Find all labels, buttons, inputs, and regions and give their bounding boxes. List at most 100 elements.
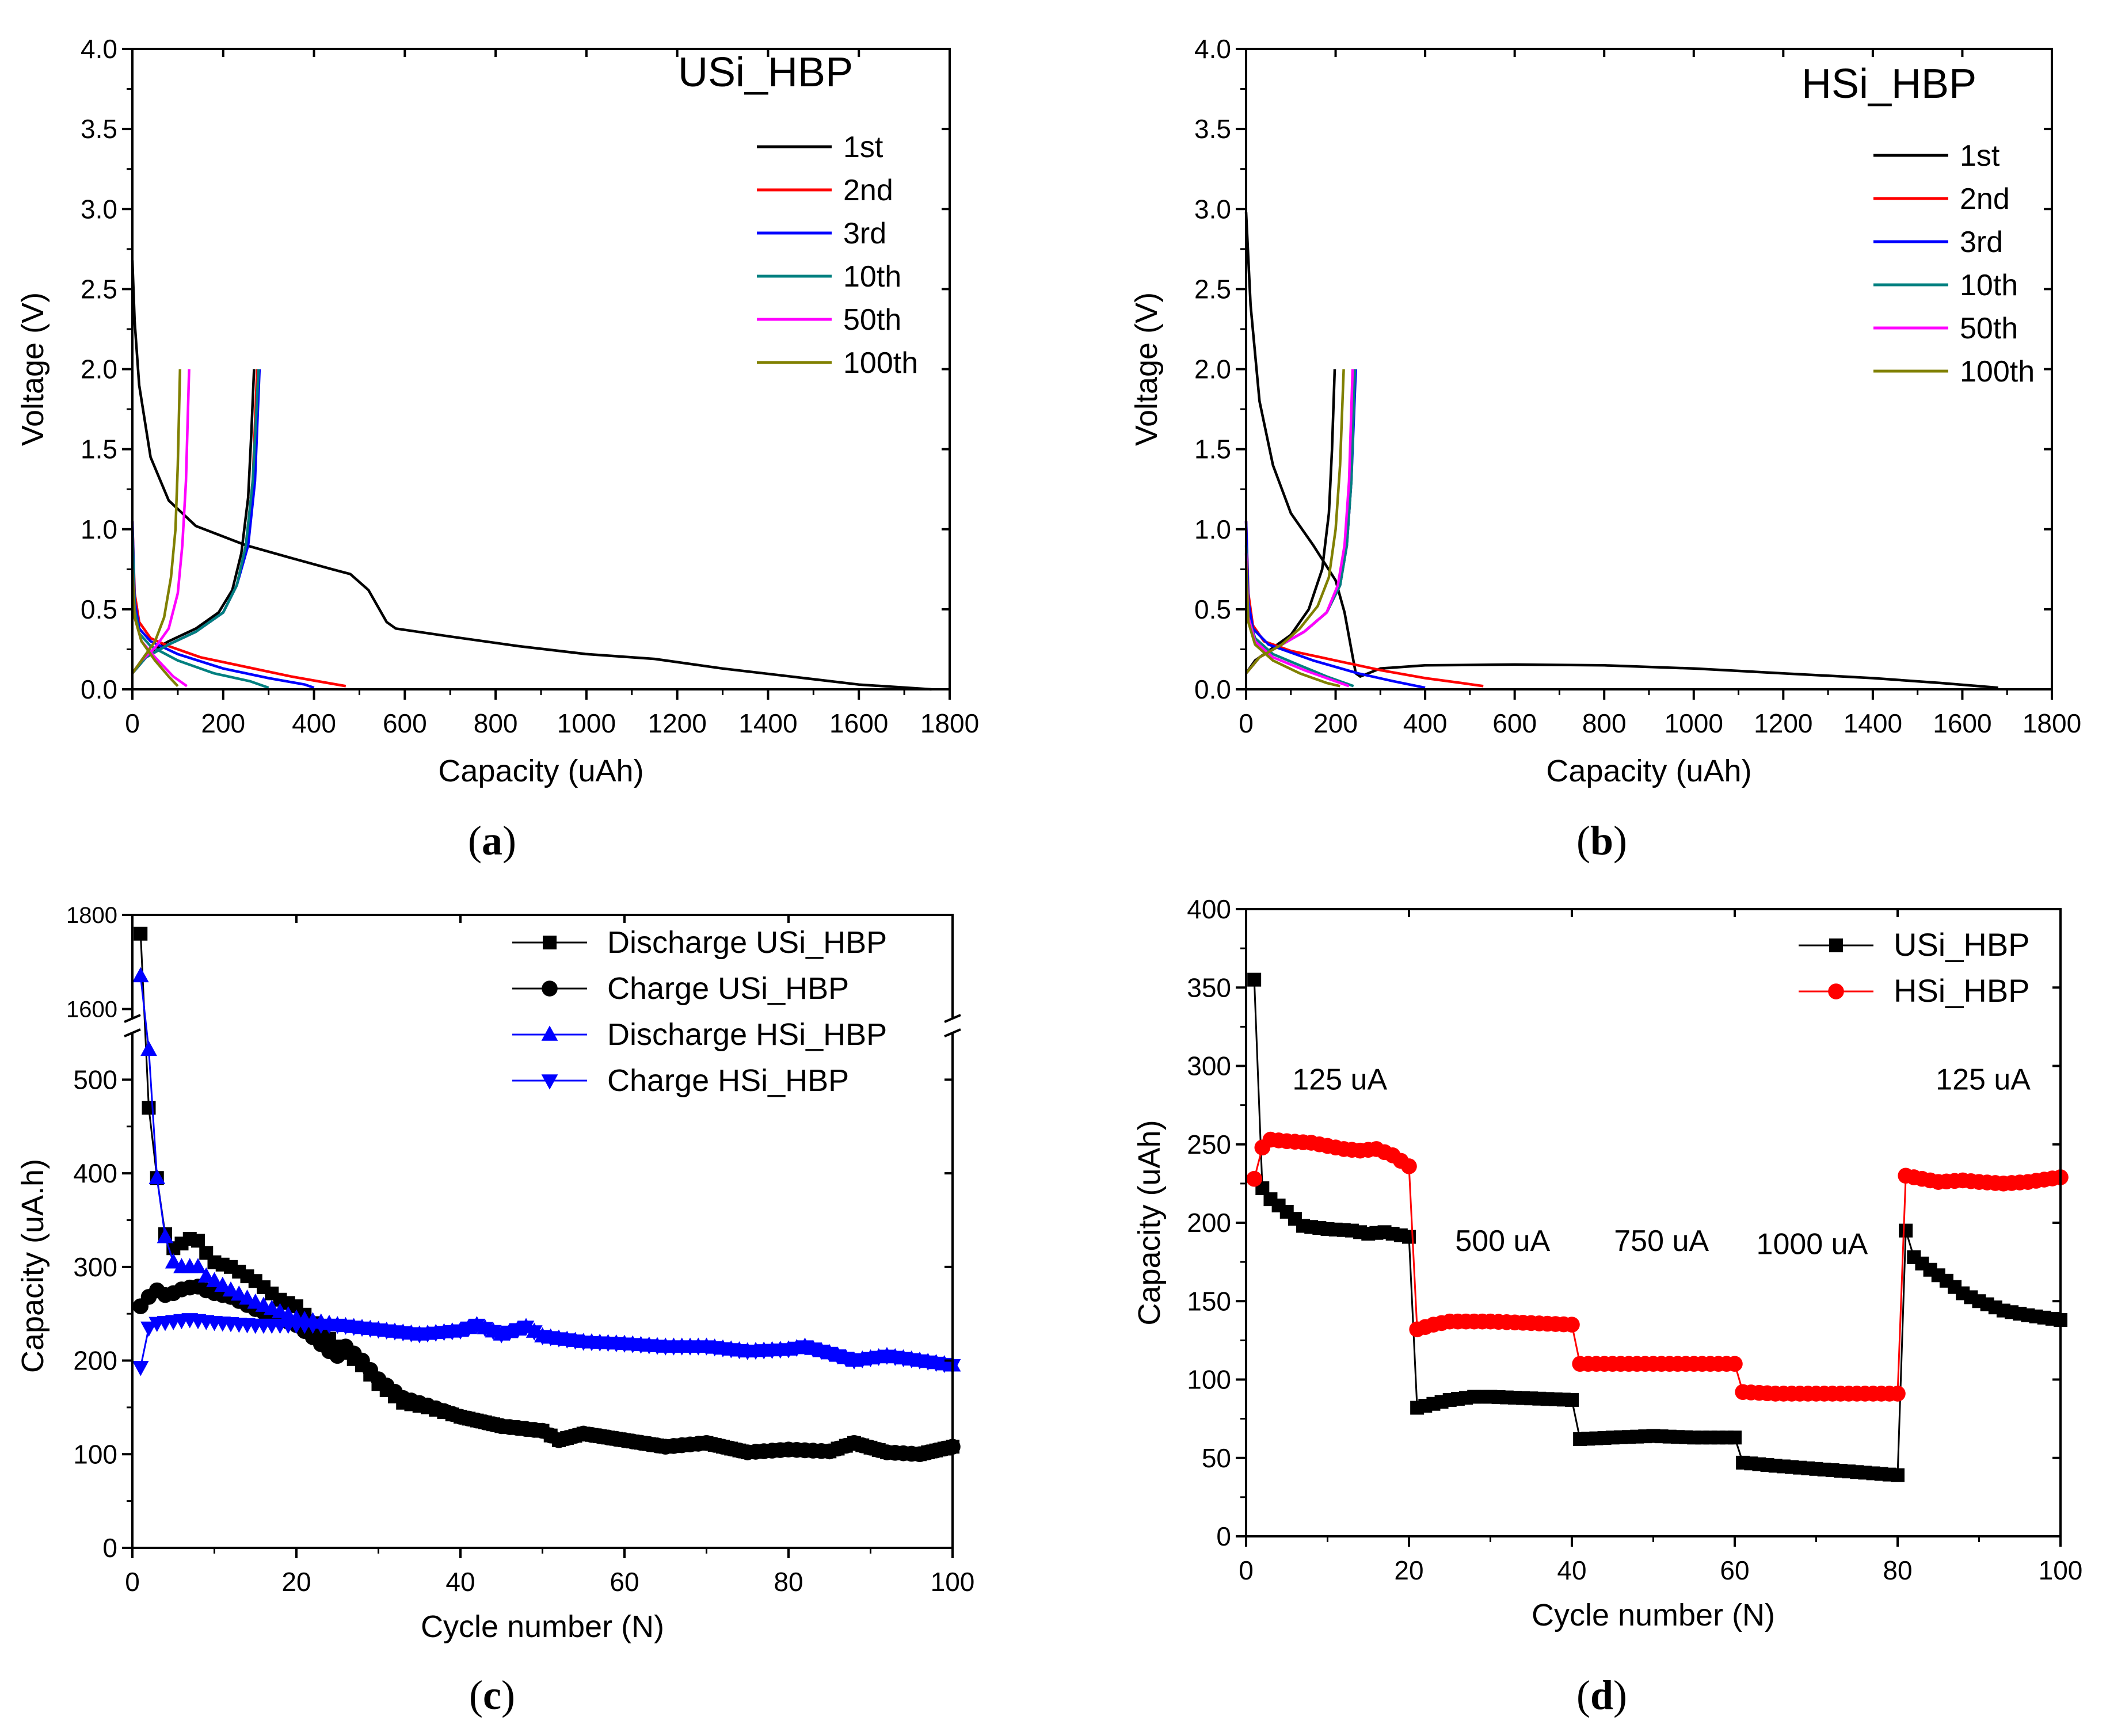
panel-c-point-Discharge HSi_HBP	[206, 1272, 223, 1288]
panel-b-series-100th	[1244, 369, 1345, 688]
panel-b-legend-label: 10th	[1960, 269, 2018, 302]
panel-b-x-tick-label: 600	[1492, 708, 1537, 738]
panel-b-legend-label: 1st	[1960, 139, 2000, 173]
panel-c-y-tick-label: 1600	[66, 997, 117, 1022]
panel-a-x-tick-label: 200	[201, 708, 245, 738]
panel-d-rate-annotation: 1000 uA	[1757, 1228, 1868, 1261]
panel-c-legend-label: Charge USi_HBP	[607, 971, 849, 1006]
panel-a-legend-label: 1st	[843, 131, 883, 164]
panel-d-legend-label: HSi_HBP	[1894, 972, 2030, 1009]
panel-c-x-tick-label: 100	[931, 1567, 975, 1597]
panel-a-x-tick-label: 0	[125, 708, 140, 738]
panel-d-y-tick-label: 250	[1187, 1130, 1231, 1159]
panel-d-y-tick-label: 150	[1187, 1286, 1231, 1316]
panel-c-legend-marker	[541, 1074, 558, 1090]
panel-d-rate-annotation: 500 uA	[1455, 1224, 1550, 1258]
panel-b-x-tick-label: 200	[1313, 708, 1358, 738]
panel-d-point-HSi_HBP	[1564, 1317, 1580, 1333]
panel-c-point-Discharge HSi_HBP	[230, 1285, 247, 1301]
panel-d-point-HSi_HBP	[1727, 1356, 1743, 1372]
panel-b-y-tick-label: 2.5	[1194, 274, 1231, 304]
panel-label-d: (d)	[1576, 1672, 1628, 1718]
panel-label-a: (a)	[468, 818, 516, 864]
panel-b-x-tick-label: 1400	[1844, 708, 1902, 738]
panel-d-legend-marker	[1828, 983, 1844, 999]
panel-b-discharge-line-10th	[1244, 545, 1354, 688]
panel-b-charge-line-100th	[1245, 369, 1345, 674]
panel-a-x-axis-label: Capacity (uAh)	[438, 754, 643, 788]
panel-c-x-tick-label: 60	[610, 1567, 639, 1597]
panel-a-y-tick-label: 4.0	[81, 34, 117, 64]
panel-c-point-Discharge HSi_HBP	[132, 967, 149, 983]
panel-c-point-Discharge HSi_HBP	[197, 1267, 215, 1283]
panel-d-rate-annotation: 125 uA	[1292, 1063, 1387, 1096]
panel-c-y-tick-label: 400	[73, 1158, 117, 1188]
panel-b-x-tick-label: 1200	[1754, 708, 1812, 738]
panel-a-y-tick-label: 2.5	[81, 274, 117, 304]
panel-c-point-Discharge USi_HBP	[191, 1234, 205, 1248]
panel-label-b: (b)	[1576, 818, 1628, 864]
panel-a-x-tick-label: 800	[474, 708, 518, 738]
panel-c-point-Discharge HSi_HBP	[140, 1040, 157, 1056]
panel-c-x-tick-label: 20	[281, 1567, 311, 1597]
panel-d-point-HSi_HBP	[1401, 1158, 1417, 1174]
panel-c-point-Discharge HSi_HBP	[157, 1228, 174, 1243]
panel-b-legend-label: 3rd	[1960, 226, 2003, 259]
panel-c-legend-label: Discharge HSi_HBP	[607, 1017, 887, 1052]
panel-c-point-Discharge HSi_HBP	[222, 1281, 239, 1297]
panel-d-x-tick-label: 60	[1720, 1555, 1749, 1585]
panel-a-legend-label: 2nd	[843, 174, 893, 207]
panel-d-legend-label: USi_HBP	[1894, 926, 2030, 963]
panel-d-legend-marker	[1829, 938, 1843, 952]
panel-a-plot-frame	[131, 48, 951, 690]
panel-a-y-tick-label: 0.0	[81, 674, 117, 704]
panel-b-y-tick-label: 0.0	[1194, 674, 1231, 704]
panel-c-x-tick-label: 0	[125, 1567, 140, 1597]
panel-c-axis-break-mark	[944, 1014, 961, 1023]
panel-a-y-axis-label: Voltage (V)	[16, 292, 50, 446]
panel-a-y-tick-label: 1.0	[81, 514, 117, 544]
panel-b-y-tick-label: 1.0	[1194, 514, 1231, 544]
panel-b-y-axis-label: Voltage (V)	[1129, 292, 1164, 446]
panel-b-legend-label: 100th	[1960, 355, 2035, 388]
panel-a-legend-label: 50th	[843, 303, 901, 337]
panel-b-charge-line-1st	[1245, 369, 1336, 674]
panel-b-legend-label: 50th	[1960, 312, 2018, 345]
panel-label-c: (c)	[469, 1672, 515, 1718]
panel-d-rate-annotation: 125 uA	[1936, 1063, 2031, 1096]
panel-a-charge-line-10th	[131, 369, 260, 674]
panel-a-x-tick-label: 1400	[738, 708, 797, 738]
panel-a-discharge-line-1st	[131, 260, 932, 691]
panel-d-series-HSi_HBP	[1246, 1131, 2069, 1402]
panel-c-x-axis-label: Cycle number (N)	[421, 1609, 664, 1644]
panel-c-point-Discharge HSi_HBP	[214, 1276, 231, 1292]
panel-b-chart: 0 200 400 600 800 1000 1200 1400 1600 1800 0.0 0.5 1…	[1129, 34, 2081, 788]
panel-b-discharge-line-1st	[1244, 212, 1998, 689]
panel-a-series-2nd	[131, 369, 346, 688]
panel-b-plot-frame	[1245, 48, 2053, 690]
panel-d-series-USi_HBP	[1247, 972, 2067, 1482]
panel-c-x-tick-label: 40	[445, 1567, 475, 1597]
panel-a-legend-label: 100th	[843, 346, 918, 380]
panel-a-x-tick-label: 600	[383, 708, 427, 738]
panel-b-y-tick-label: 3.0	[1194, 194, 1231, 224]
panel-c-axis-break-mark	[124, 1014, 141, 1023]
panel-b-discharge-line-3rd	[1244, 521, 1426, 689]
panel-b-x-tick-label: 1800	[2023, 708, 2081, 738]
panel-a-series-100th	[131, 369, 182, 687]
panel-d-point-HSi_HBP	[1246, 1170, 1262, 1187]
panel-c-axis-break-mark	[124, 1028, 141, 1037]
panel-d-point-USi_HBP	[1728, 1430, 1742, 1445]
panel-d-y-tick-label: 350	[1187, 972, 1231, 1002]
panel-c-line-Discharge USi_HBP	[139, 933, 953, 1455]
panel-b-x-axis-label: Capacity (uAh)	[1546, 754, 1751, 788]
panel-b-y-tick-label: 1.5	[1194, 434, 1231, 464]
panel-c-point-Charge HSi_HBP	[525, 1325, 543, 1341]
panel-c-series-Discharge USi_HBP	[134, 926, 959, 1462]
panel-b-x-tick-label: 800	[1582, 708, 1627, 738]
panel-a-legend-label: 10th	[843, 260, 901, 293]
panel-a-y-tick-label: 3.5	[81, 114, 117, 144]
panel-c-legend-marker	[543, 936, 557, 949]
panel-d-y-axis-label: Capacity (uAh)	[1132, 1120, 1167, 1325]
